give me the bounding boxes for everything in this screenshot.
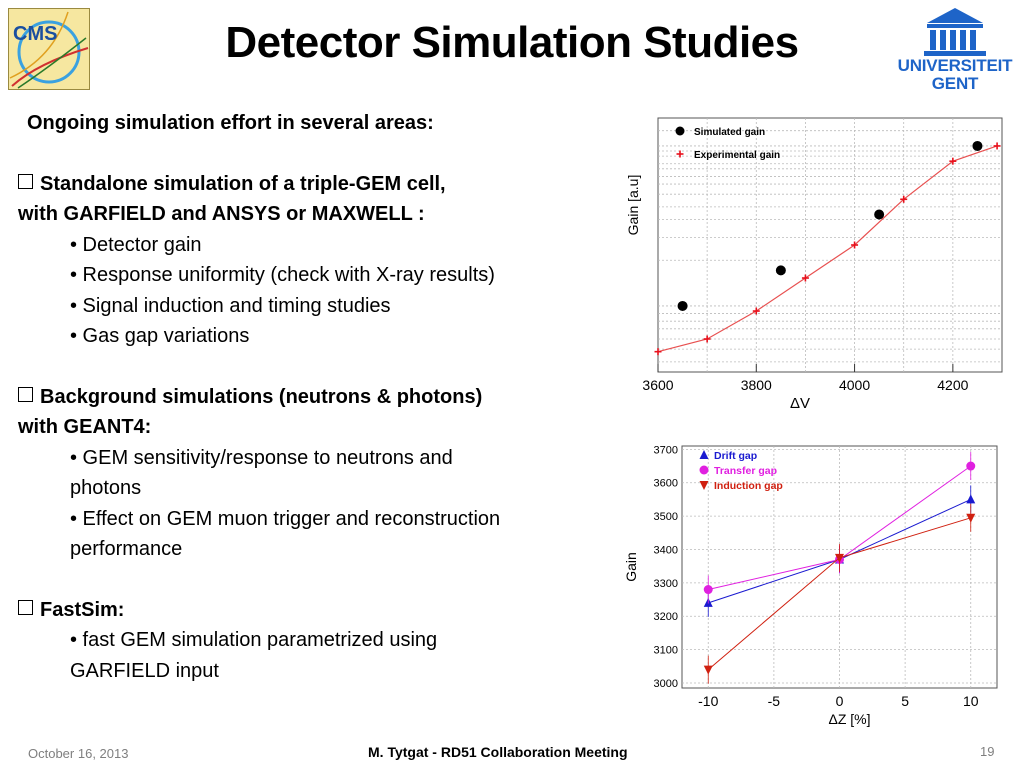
section-fastsim-heading: FastSim: [18, 595, 618, 626]
ugent-name-line2: GENT [931, 74, 979, 93]
data-point [703, 665, 713, 675]
gain-vs-voltage-chart: 3600 3800 4000 4200 ΔV Gain [a.u] Simulated ga… [625, 117, 1003, 412]
simulated-gain-point [972, 140, 983, 151]
cms-logo-text: CMS [13, 23, 57, 45]
y-axis-label: Gain [623, 552, 639, 582]
experimental-gain-point [949, 157, 957, 165]
x-tick-label: 5 [901, 693, 909, 709]
x-axis-label: ΔZ [%] [828, 711, 870, 727]
y-tick-label: 3100 [654, 645, 678, 657]
data-point [703, 585, 713, 595]
data-point [966, 461, 976, 471]
section-background-heading: Background simulations (neutrons & photo… [18, 382, 618, 413]
experimental-gain-point [801, 274, 809, 282]
x-tick-label: 4200 [937, 377, 968, 393]
legend-marker [699, 465, 709, 475]
legend-label: Drift gap [714, 450, 757, 462]
bullet-item-cont: photons [70, 477, 142, 499]
data-point [966, 513, 976, 523]
x-tick-label: 3800 [741, 377, 772, 393]
slide-body: Ongoing simulation effort in several are… [18, 108, 618, 686]
legend-marker [699, 450, 709, 459]
x-tick-label: -10 [698, 693, 718, 709]
legend-simulated-marker [675, 126, 685, 136]
ugent-logo: UNIVERSITEIT GENT [890, 6, 1020, 96]
x-tick-label: -5 [768, 693, 781, 709]
bullet-item: • Detector gain [70, 233, 202, 256]
section-standalone-heading-cont: with GARFIELD and ANSYS or MAXWELL : [18, 203, 425, 225]
experimental-gain-point [900, 195, 908, 203]
page-number: 19 [980, 744, 995, 759]
y-tick-label: 3400 [654, 544, 678, 556]
bullet-item: • Gas gap variations [70, 325, 250, 347]
x-tick-label: 4000 [839, 377, 870, 393]
gain-vs-gap-variation-chart: 3000 3100 3200 3300 3400 3500 3600 3700 -10 -5 0 5 1… [623, 444, 998, 727]
bullet-item: • fast GEM simulation parametrized using [70, 629, 438, 651]
legend-simulated-label: Simulated gain [694, 127, 765, 138]
y-tick-label: 3300 [654, 578, 678, 590]
cms-logo: CMS [8, 8, 90, 90]
y-tick-label: 3200 [654, 611, 678, 623]
experimental-gain-point [993, 142, 1001, 150]
section-background-heading-cont: with GEANT4: [18, 416, 152, 438]
legend-experimental-label: Experimental gain [694, 150, 780, 161]
experimental-gain-point [851, 241, 859, 249]
bullet-item: • Signal induction and timing studies [70, 294, 391, 317]
plot-frame [657, 117, 1003, 373]
checkbox-bullet-icon [18, 173, 33, 189]
fit-curve [657, 145, 998, 353]
y-tick-label: 3700 [654, 444, 678, 456]
experimental-gain-point [703, 335, 711, 343]
ugent-name-line1: UNIVERSITEIT [897, 56, 1013, 75]
x-tick-label: 10 [963, 693, 979, 709]
checkbox-bullet-icon [18, 386, 33, 402]
simulated-gain-point [775, 265, 786, 276]
y-tick-label: 3500 [654, 511, 678, 523]
bullet-item: • Response uniformity (check with X-ray … [70, 264, 495, 286]
simulated-gain-point [874, 209, 885, 220]
section-standalone-heading: Standalone simulation of a triple-GEM ce… [18, 169, 618, 200]
footer-meeting: M. Tytgat - RD51 Collaboration Meeting [368, 744, 628, 760]
slide-title: Detector Simulation Studies [225, 18, 799, 67]
bullet-item: • Effect on GEM muon trigger and reconst… [70, 507, 501, 530]
y-tick-label: 3000 [654, 678, 678, 690]
x-tick-label: 0 [836, 693, 844, 709]
ugent-building-icon [924, 8, 986, 56]
y-tick-label: 3600 [654, 478, 678, 490]
bullet-item-cont: performance [70, 538, 183, 560]
bullet-item: • GEM sensitivity/response to neutrons a… [70, 446, 453, 469]
experimental-gain-point [752, 307, 760, 315]
data-point [835, 553, 844, 563]
legend-experimental-marker [676, 150, 684, 158]
legend-label: Induction gap [714, 480, 783, 492]
y-axis-label: Gain [a.u] [625, 175, 641, 236]
intro-text: Ongoing simulation effort in several are… [27, 112, 434, 134]
x-axis-label: ΔV [790, 395, 810, 412]
checkbox-bullet-icon [18, 599, 33, 615]
legend-label: Transfer gap [714, 465, 777, 477]
footer-date: October 16, 2013 [28, 746, 129, 761]
x-tick-label: 3600 [642, 377, 673, 393]
simulated-gain-point [677, 300, 688, 311]
data-point [966, 494, 976, 504]
legend-marker [699, 481, 709, 490]
experimental-gain-point [654, 348, 662, 356]
bullet-item-cont: GARFIELD input [70, 659, 219, 682]
